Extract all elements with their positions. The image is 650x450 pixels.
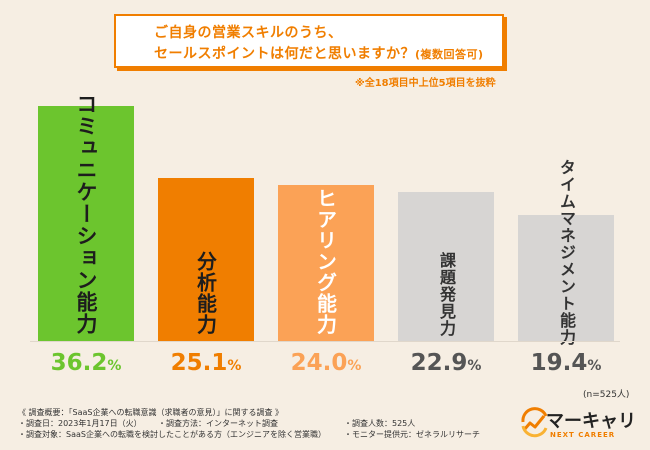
question-title-line2: セールスポイントは何だと思いますか？(複数回答可) [154,43,484,63]
question-title-sub: (複数回答可) [415,48,484,61]
bar-3 [278,185,374,341]
bar-label-3: ヒアリング能力 [313,188,338,335]
survey-overview: 《 調査概要：「SaaS企業への転職意識（求職者の意見）」に関する調査 》 ・調… [18,407,518,440]
value-number: 25.1 [170,350,228,376]
value-label-2: 25.1% [146,350,266,376]
survey-target: ・調査対象：SaaS企業への転職を検討したことがある方（エンジニアを除く営業職） [18,430,326,439]
value-label-3: 24.0% [266,350,386,376]
value-number: 36.2 [50,350,108,376]
survey-provider: ・モニター提供元：ゼネラルリサーチ [344,430,480,439]
bar-2 [158,178,254,341]
logo-subtitle: NEXT CAREER [550,431,616,439]
value-number: 22.9 [410,350,468,376]
logo-wordmark: マーキャリ [546,411,636,432]
bar-label-5: タイムマネジメント能力 [557,159,576,346]
question-title-box: ご自身の営業スキルのうち、 セールスポイントは何だと思いますか？(複数回答可) [114,14,504,68]
value-unit: % [587,358,602,374]
brand-logo: マーキャリ NEXT CAREER [520,404,636,444]
value-label-1: 36.2% [26,350,146,376]
bar-label-1: コミュニケーション能力 [74,93,98,335]
chart-baseline [30,341,620,342]
value-unit: % [467,358,482,374]
survey-method: ・調査方法：インターネット調査 [158,419,278,428]
value-label-4: 22.9% [386,350,506,376]
bar-4 [398,192,494,341]
question-title-line1: ご自身の営業スキルのうち、 [154,25,343,41]
excerpt-note: ※全18項目中上位5項目を抜粋 [355,78,496,89]
value-unit: % [227,358,242,374]
value-unit: % [107,358,122,374]
sample-size-label: (n=525人) [583,390,630,400]
bar-1 [38,106,134,341]
bar-label-4: 課題発見力 [437,252,456,337]
bar-label-2: 分析能力 [193,251,218,335]
bar-5 [518,215,614,341]
survey-title: 《 調査概要：「SaaS企業への転職意識（求職者の意見）」に関する調査 》 [18,408,284,417]
value-label-5: 19.4% [506,350,626,376]
survey-count: ・調査人数：525人 [344,419,416,428]
value-unit: % [347,358,362,374]
value-number: 19.4 [530,350,588,376]
growth-chart-logo-icon [521,407,548,438]
survey-date: ・調査日：2023年1月17日（火） [18,419,142,428]
question-title-main: セールスポイントは何だと思いますか？ [154,46,415,62]
value-number: 24.0 [290,350,348,376]
